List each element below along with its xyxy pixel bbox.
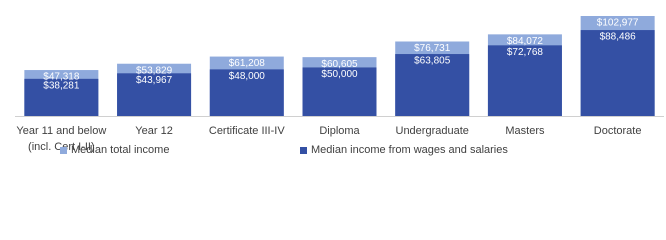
x-tick-label: Year 12 xyxy=(135,125,173,137)
bar xyxy=(117,73,192,116)
x-tick-label: Masters xyxy=(505,125,545,137)
bar xyxy=(302,67,377,116)
bar xyxy=(395,54,470,116)
chart: $47,318 $53,829 $61,208 $60,605 $76,731 $84,0… xyxy=(15,16,664,117)
legend-label: Median total income xyxy=(71,144,170,156)
x-tick-label: Diploma xyxy=(319,125,360,137)
bar xyxy=(209,69,284,116)
value-label: $88,486 xyxy=(600,32,637,43)
value-label: $102,977 xyxy=(597,18,639,29)
value-label: $72,768 xyxy=(507,47,544,58)
bar xyxy=(580,30,655,116)
value-label: $47,318 xyxy=(43,72,80,83)
legend-label: Median income from wages and salaries xyxy=(311,144,508,156)
x-tick-label: Doctorate xyxy=(593,125,642,137)
value-label: $61,208 xyxy=(229,58,266,69)
legend-swatch xyxy=(300,147,307,154)
legend-swatch xyxy=(60,147,67,154)
value-label: $48,000 xyxy=(229,71,266,82)
value-label: $84,072 xyxy=(507,36,544,47)
value-label: $43,967 xyxy=(136,75,173,86)
x-tick-label: Certificate III-IV xyxy=(208,125,285,137)
value-label: $60,605 xyxy=(321,59,358,70)
bar xyxy=(24,78,99,116)
value-label: $50,000 xyxy=(321,69,358,80)
value-label: $76,731 xyxy=(414,43,451,54)
value-label: $53,829 xyxy=(136,65,173,76)
x-tick-label: Undergraduate xyxy=(395,125,469,137)
value-label: $38,281 xyxy=(43,80,80,91)
bar xyxy=(487,45,562,116)
value-label: $63,805 xyxy=(414,56,451,67)
page: $47,318 $53,829 $61,208 $60,605 $76,731 $84,0… xyxy=(15,16,664,156)
